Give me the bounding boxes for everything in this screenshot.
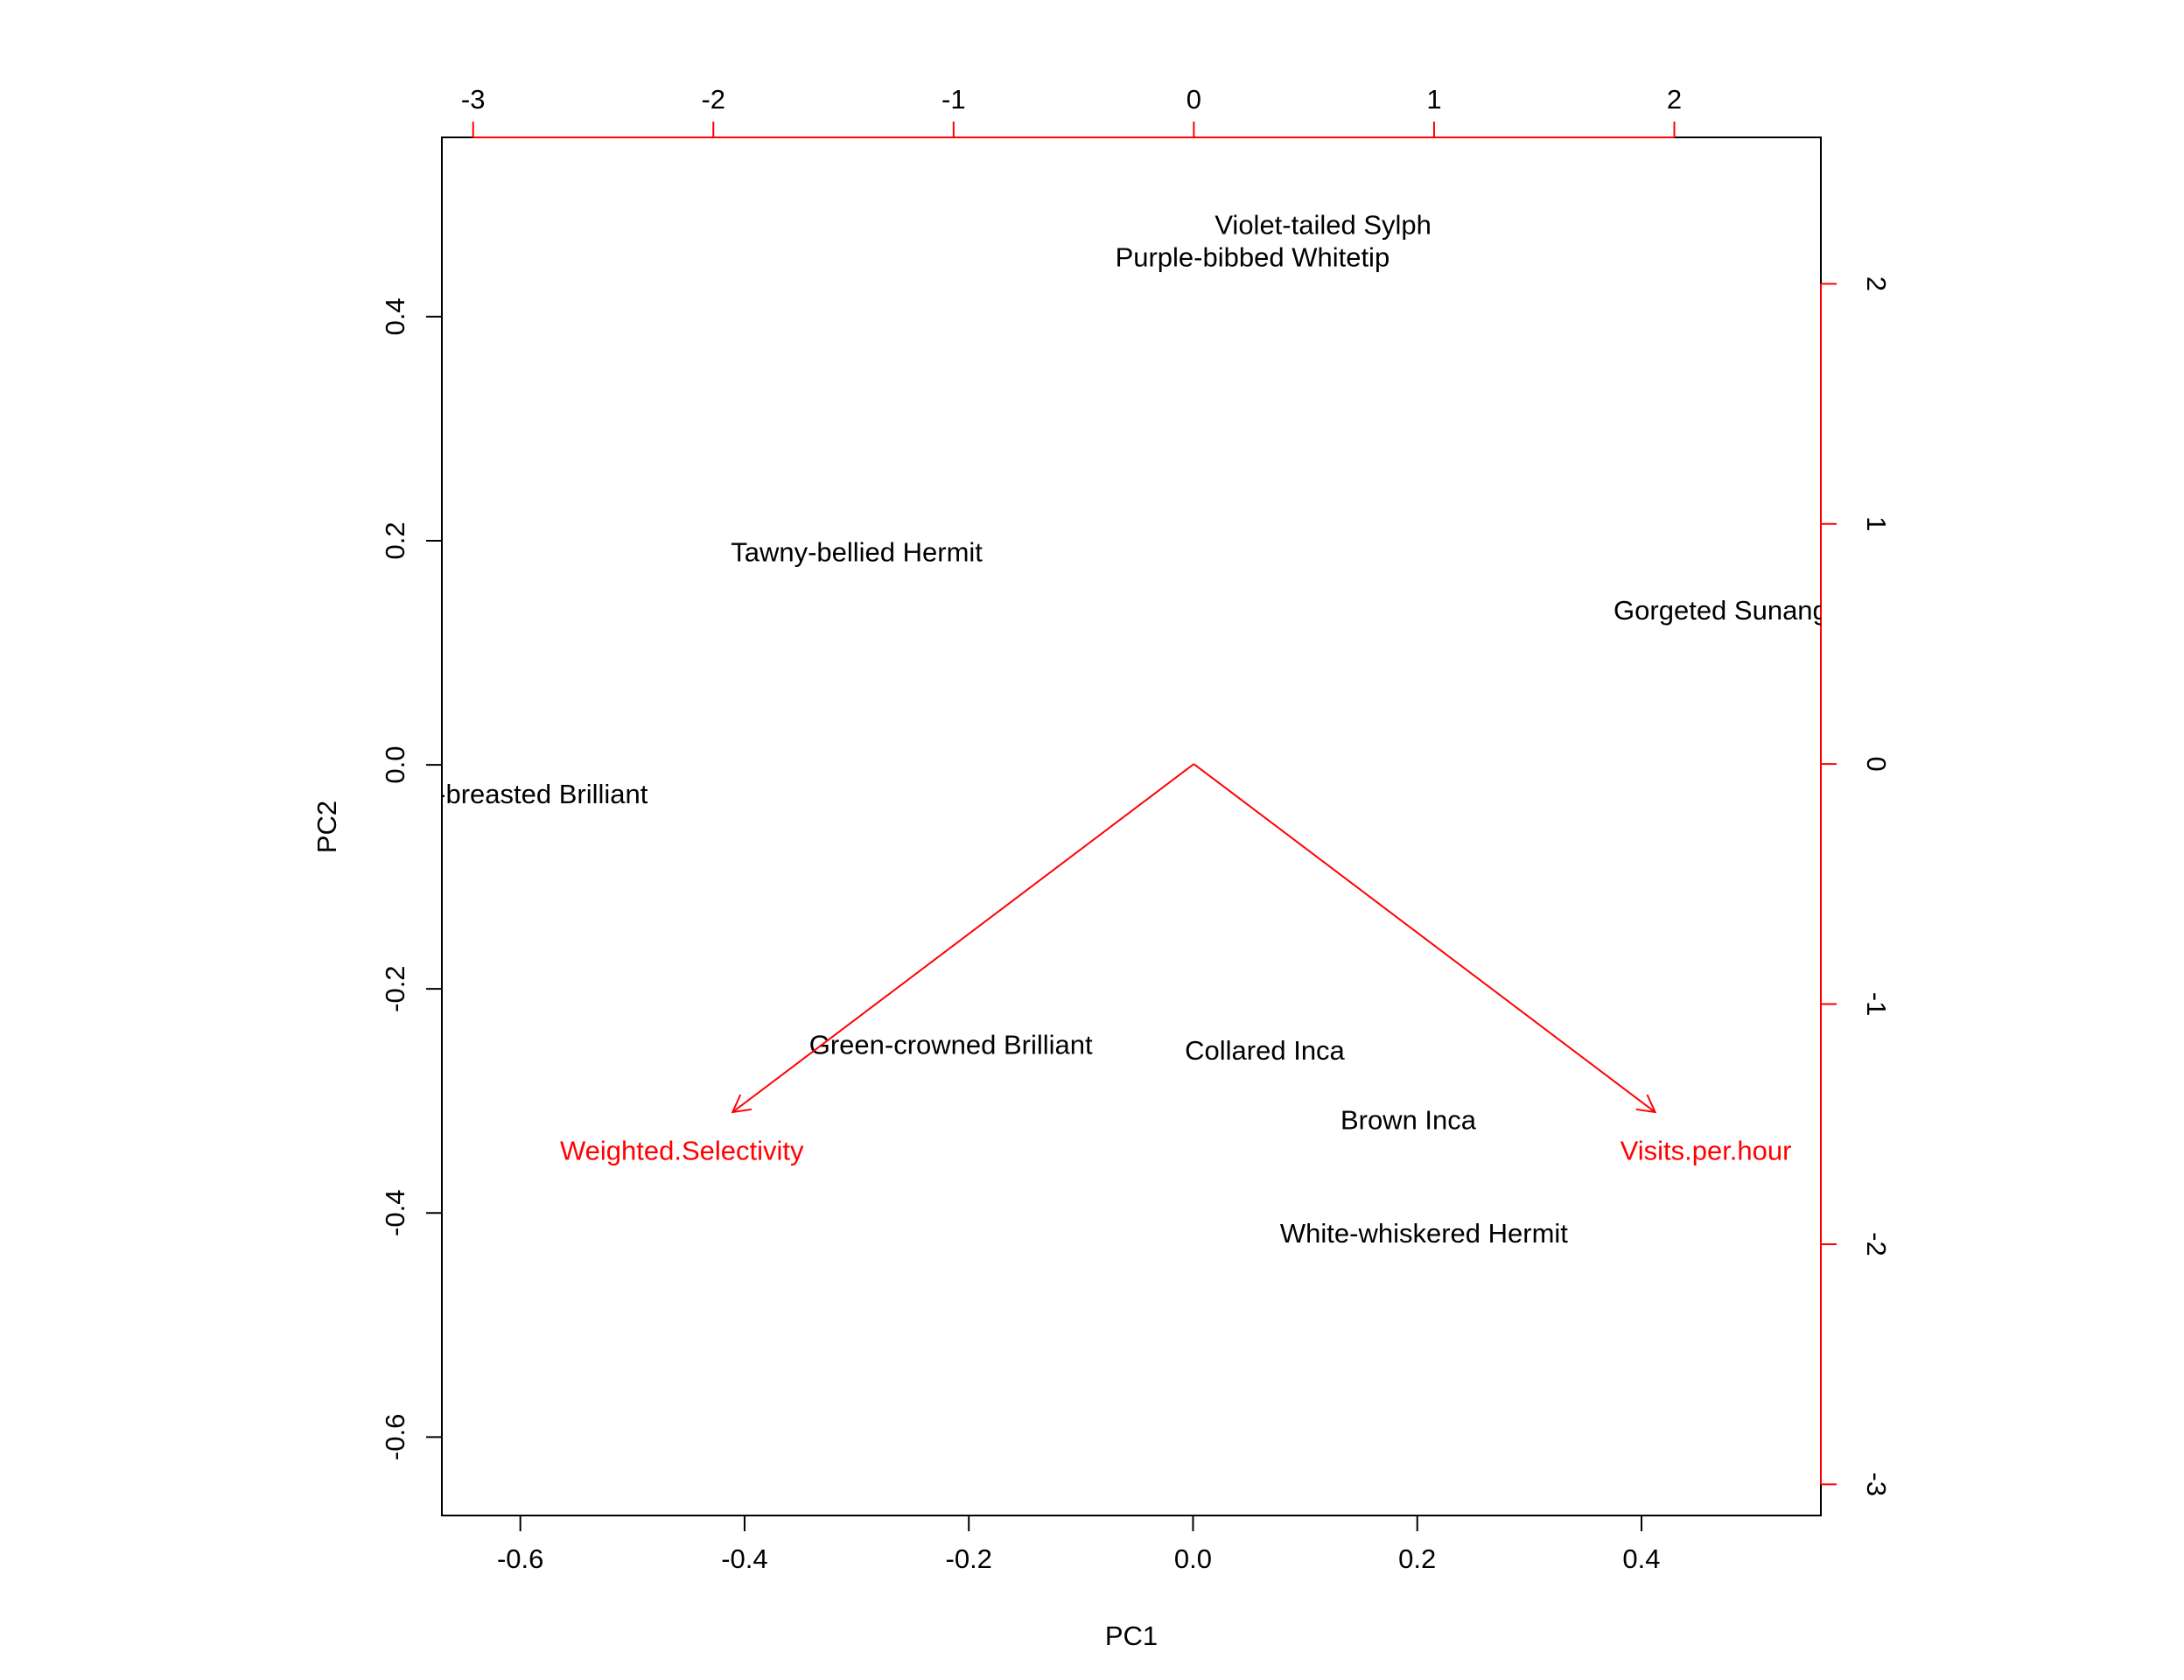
left-axis: -0.6 -0.4 -0.2 0.0 0.2 0.4 — [380, 298, 443, 1460]
loading-arrow-head — [1635, 1094, 1657, 1114]
y-axis-title: PC2 — [312, 801, 342, 853]
variable-label: Weighted.Selectivity — [560, 1135, 804, 1166]
y-tick-label: 0.0 — [380, 746, 410, 784]
loading-arrow-shaft — [732, 763, 1194, 1113]
right-axis: -3 -2 -1 0 1 2 — [1820, 276, 1892, 1497]
variable-label: Visits.per.hour — [1620, 1135, 1792, 1166]
observation-label: Collared Inca — [1185, 1035, 1345, 1066]
observation-label: Green-crowned Brilliant — [809, 1030, 1093, 1060]
observation-label: Violet-tailed Sylph — [1214, 209, 1432, 240]
y-tick-label: 0.2 — [380, 522, 410, 559]
top-tick-label: 1 — [1426, 84, 1441, 115]
x-tick-label: 0.0 — [1174, 1544, 1212, 1574]
right-tick-label: 1 — [1861, 516, 1892, 531]
x-tick-label: -0.2 — [946, 1544, 992, 1574]
top-axis: -3 -2 -1 0 1 2 — [461, 84, 1682, 138]
y-tick-label: -0.6 — [380, 1414, 410, 1460]
observation-label: Brown Inca — [1340, 1104, 1477, 1135]
loading-arrow-head — [731, 1094, 752, 1114]
x-tick-label: 0.4 — [1622, 1544, 1660, 1574]
observation-label: Fawn-breasted Brilliant — [370, 779, 648, 809]
top-tick-label: -1 — [942, 84, 966, 115]
plot-frame — [441, 136, 1822, 1516]
x-tick-label: 0.2 — [1398, 1544, 1436, 1574]
top-tick-label: -3 — [461, 84, 486, 115]
right-tick-label: 2 — [1861, 276, 1892, 291]
loading-arrows: Weighted.Selectivity Visits.per.hour — [560, 763, 1792, 1166]
x-tick-label: -0.6 — [497, 1544, 543, 1574]
right-tick-label: -3 — [1861, 1473, 1892, 1497]
right-tick-label: -1 — [1861, 992, 1892, 1017]
observation-label: Purple-bibbed Whitetip — [1116, 242, 1390, 273]
bottom-axis: -0.6 -0.4 -0.2 0.0 0.2 0.4 — [497, 1515, 1661, 1574]
y-tick-label: -0.2 — [380, 965, 410, 1012]
right-tick-label: -2 — [1861, 1232, 1892, 1256]
top-tick-label: -2 — [701, 84, 725, 115]
observation-label: Tawny-bellied Hermit — [731, 536, 983, 567]
y-tick-label: -0.4 — [380, 1190, 410, 1236]
observation-label: White-whiskered Hermit — [1280, 1218, 1568, 1249]
top-tick-label: 2 — [1667, 84, 1682, 115]
observation-label: Gorgeted Sunangel — [1614, 595, 1849, 626]
y-tick-label: 0.4 — [380, 298, 410, 335]
loading-arrow-shaft — [1193, 763, 1656, 1113]
right-tick-label: 0 — [1861, 757, 1892, 772]
x-axis-title: PC1 — [1105, 1620, 1158, 1651]
x-tick-label: -0.4 — [721, 1544, 767, 1574]
top-tick-label: 0 — [1186, 84, 1201, 115]
